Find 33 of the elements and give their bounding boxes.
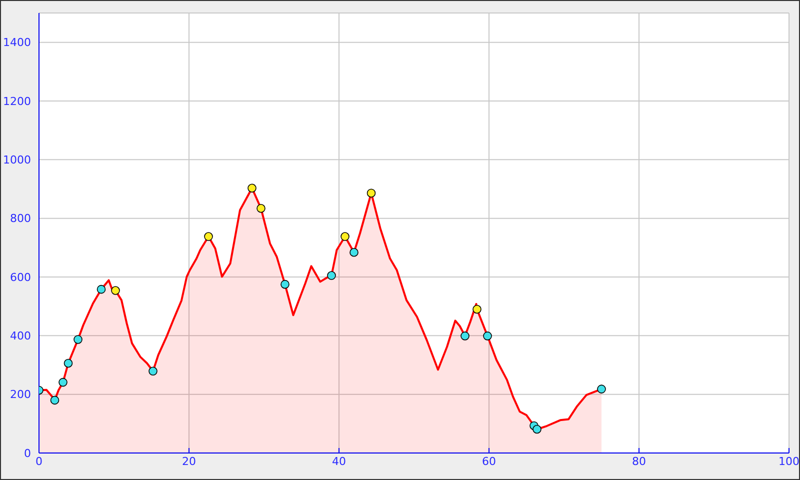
point [472, 304, 482, 314]
point [148, 366, 158, 376]
x-tick-label: 80 [632, 454, 646, 468]
point [74, 335, 82, 344]
point [532, 424, 542, 434]
x-tick-label: 20 [182, 454, 196, 468]
y-tick-label: 1000 [3, 154, 31, 167]
y-tick-label: 200 [10, 388, 31, 402]
point [280, 280, 290, 289]
point [64, 358, 73, 368]
x-tick-label: 60 [482, 454, 496, 468]
point [366, 188, 376, 198]
x-tick-label: 40 [332, 454, 346, 468]
point [96, 284, 106, 294]
point [256, 204, 266, 213]
point [111, 286, 120, 295]
y-tick-label: 1400 [3, 36, 31, 50]
point [340, 232, 350, 241]
point [204, 232, 213, 241]
point [483, 332, 492, 340]
point [597, 384, 606, 394]
point [460, 332, 470, 340]
x-tick-label: 100 [778, 454, 800, 468]
point [350, 248, 358, 257]
point [50, 396, 60, 405]
point [58, 378, 68, 387]
point [248, 184, 256, 193]
y-tick-label: 800 [10, 212, 31, 226]
y-tick-label: 400 [10, 330, 31, 343]
y-tick-label: 1200 [3, 94, 31, 108]
point [327, 271, 336, 280]
x-tick-label: 0 [36, 454, 42, 468]
y-tick-label: 600 [10, 270, 31, 284]
